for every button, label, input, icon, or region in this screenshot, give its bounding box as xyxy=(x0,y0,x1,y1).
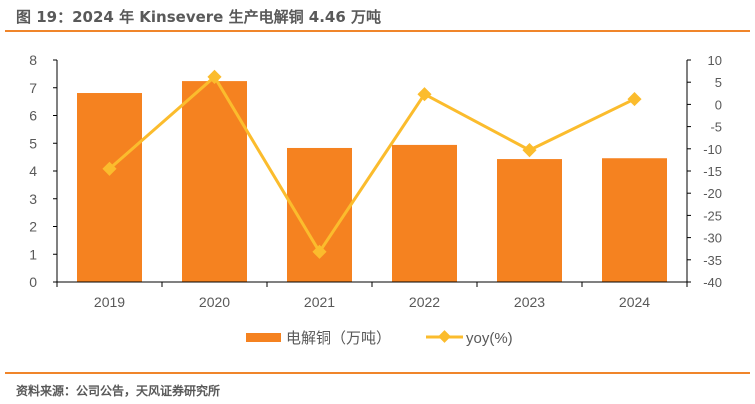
legend-line-label: yoy(%) xyxy=(466,330,513,347)
left-tick-label: 2 xyxy=(29,219,37,235)
left-tick-label: 5 xyxy=(29,135,37,151)
x-tick-label: 2023 xyxy=(514,294,545,310)
right-tick-label: -15 xyxy=(703,164,722,179)
left-tick-label: 8 xyxy=(29,52,37,68)
left-tick-label: 4 xyxy=(29,163,37,179)
x-tick-label: 2020 xyxy=(199,294,230,310)
bar-2024 xyxy=(602,158,667,282)
right-tick-label: -20 xyxy=(703,186,722,201)
right-tick-label: -30 xyxy=(703,231,722,246)
legend-bar-label: 电解铜（万吨） xyxy=(286,330,391,347)
yoy-marker-2022 xyxy=(417,87,432,102)
x-tick-label: 2021 xyxy=(304,294,335,310)
yoy-marker-2023 xyxy=(522,143,537,158)
bar-2020 xyxy=(182,81,247,282)
right-tick-label: -5 xyxy=(710,120,722,135)
right-tick-label: 5 xyxy=(715,75,722,90)
right-tick-label: -25 xyxy=(703,208,722,223)
figure-title: 图 19：2024 年 Kinsevere 生产电解铜 4.46 万吨 xyxy=(16,8,382,26)
left-tick-label: 1 xyxy=(29,246,37,262)
yoy-marker-2024 xyxy=(627,92,642,107)
chart-area: 0 1 2 3 4 5 6 7 8 10 5 0 -5 -10 -15 -20 -25 -30 -35 -40 2019… xyxy=(0,34,755,370)
footer-divider xyxy=(5,372,750,374)
right-tick-label: 10 xyxy=(708,53,722,68)
left-tick-label: 0 xyxy=(29,274,37,290)
right-tick-label: 0 xyxy=(715,97,722,112)
bar-2022 xyxy=(392,144,457,282)
bar-2019 xyxy=(77,93,142,283)
left-tick-label: 6 xyxy=(29,108,37,124)
right-tick-label: -10 xyxy=(703,142,722,157)
right-tick-label: -35 xyxy=(703,253,722,268)
source-note: 资料来源：公司公告，天风证券研究所 xyxy=(16,384,221,398)
right-tick-label: -40 xyxy=(703,275,722,290)
left-tick-label: 3 xyxy=(29,191,37,207)
title-divider xyxy=(5,30,750,32)
x-tick-label: 2022 xyxy=(409,294,440,310)
x-tick-label: 2019 xyxy=(94,294,125,310)
left-tick-label: 7 xyxy=(29,80,37,96)
x-tick-label: 2024 xyxy=(619,294,650,310)
yoy-marker-2021 xyxy=(312,244,327,259)
bar-2023 xyxy=(497,159,562,282)
combo-chart: 0 1 2 3 4 5 6 7 8 10 5 0 -5 -10 -15 -20 -25 -30 -35 -40 2019… xyxy=(29,52,722,347)
